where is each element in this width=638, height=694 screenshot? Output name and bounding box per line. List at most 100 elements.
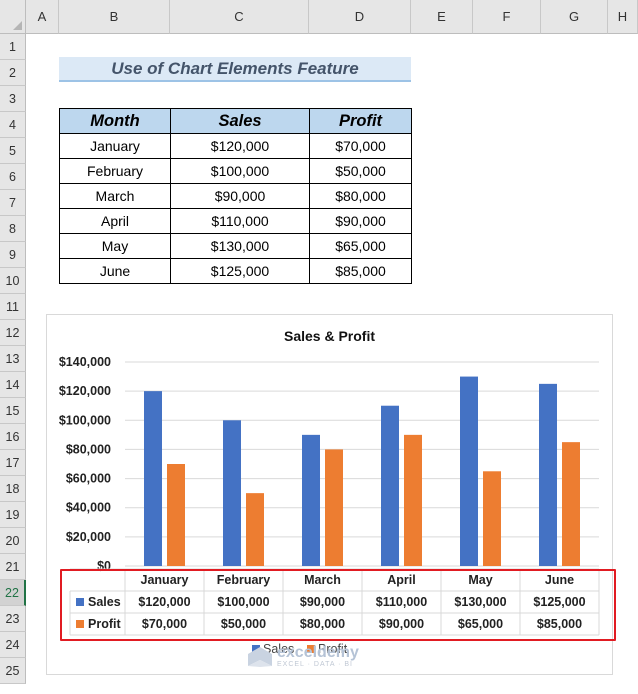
bar-profit[interactable]: [404, 434, 422, 566]
y-tick-label[interactable]: $80,000: [66, 442, 111, 456]
series-label[interactable]: Profit: [88, 617, 121, 631]
cell-month[interactable]: February: [59, 158, 171, 184]
data-table-value[interactable]: $110,000: [376, 595, 427, 609]
cell-profit[interactable]: $65,000: [309, 233, 412, 259]
bar-profit[interactable]: [246, 493, 264, 566]
bar-profit[interactable]: [562, 442, 580, 566]
cell-profit[interactable]: $90,000: [309, 208, 412, 234]
data-table-value[interactable]: $100,000: [217, 595, 269, 609]
sheet-title-cell[interactable]: Use of Chart Elements Feature: [59, 57, 411, 82]
row-header-24[interactable]: 24: [0, 632, 26, 658]
y-tick-label[interactable]: $120,000: [59, 384, 111, 398]
data-table-value[interactable]: $90,000: [379, 617, 424, 631]
cell-sales[interactable]: $130,000: [170, 233, 310, 259]
row-header-21[interactable]: 21: [0, 554, 26, 580]
bar-sales[interactable]: [539, 383, 557, 566]
row-header-10[interactable]: 10: [0, 268, 26, 294]
row-header-14[interactable]: 14: [0, 372, 26, 398]
bar-profit[interactable]: [325, 449, 343, 566]
data-table-value[interactable]: $120,000: [138, 595, 190, 609]
column-header-b[interactable]: B: [59, 0, 170, 34]
row-header-15[interactable]: 15: [0, 398, 26, 424]
row-header-23[interactable]: 23: [0, 606, 26, 632]
chart-title[interactable]: Sales & Profit: [283, 328, 376, 344]
cell-month[interactable]: June: [59, 258, 171, 284]
cell-profit[interactable]: $50,000: [309, 158, 412, 184]
row-header-8[interactable]: 8: [0, 216, 26, 242]
y-tick-label[interactable]: $100,000: [59, 413, 111, 427]
cell-month[interactable]: April: [59, 208, 171, 234]
chart-area[interactable]: Sales & Profit $0 $20,000 $40,000 $60,000 $8…: [46, 314, 613, 675]
category-label[interactable]: April: [387, 573, 415, 587]
cell-sales[interactable]: $120,000: [170, 133, 310, 159]
column-header-f[interactable]: F: [473, 0, 541, 34]
column-header-h[interactable]: H: [608, 0, 638, 34]
bar-sales[interactable]: [223, 420, 241, 566]
header-sales[interactable]: Sales: [170, 108, 310, 134]
column-header-c[interactable]: C: [170, 0, 309, 34]
bar-sales[interactable]: [460, 376, 478, 566]
row-header-18[interactable]: 18: [0, 476, 26, 502]
y-tick-label[interactable]: $40,000: [66, 501, 111, 515]
cell-profit[interactable]: $70,000: [309, 133, 412, 159]
legend-key-profit[interactable]: [76, 620, 84, 628]
data-table-value[interactable]: $70,000: [142, 617, 187, 631]
cell-profit[interactable]: $85,000: [309, 258, 412, 284]
header-month[interactable]: Month: [59, 108, 171, 134]
bar-sales[interactable]: [144, 391, 162, 566]
cell-sales[interactable]: $125,000: [170, 258, 310, 284]
y-tick-label[interactable]: $140,000: [59, 355, 111, 369]
y-tick-label[interactable]: $60,000: [66, 472, 111, 486]
header-profit[interactable]: Profit: [309, 108, 412, 134]
column-header-g[interactable]: G: [541, 0, 608, 34]
column-header-d[interactable]: D: [309, 0, 411, 34]
y-tick-label[interactable]: $20,000: [66, 530, 111, 544]
data-table-value[interactable]: $85,000: [537, 617, 582, 631]
bar-profit[interactable]: [483, 471, 501, 566]
row-header-2[interactable]: 2: [0, 60, 26, 86]
data-table-value[interactable]: $65,000: [458, 617, 503, 631]
column-header-e[interactable]: E: [411, 0, 473, 34]
category-label[interactable]: June: [545, 573, 574, 587]
row-header-13[interactable]: 13: [0, 346, 26, 372]
row-header-19[interactable]: 19: [0, 502, 26, 528]
row-header-20[interactable]: 20: [0, 528, 26, 554]
legend-label[interactable]: Sales: [263, 642, 294, 656]
series-label[interactable]: Sales: [88, 595, 121, 609]
row-header-7[interactable]: 7: [0, 190, 26, 216]
chart-plot[interactable]: $0$20,000$40,000$60,000$80,000$100,000$1…: [47, 315, 612, 674]
bar-sales[interactable]: [381, 405, 399, 566]
bar-profit[interactable]: [167, 464, 185, 566]
data-table-value[interactable]: $125,000: [533, 595, 585, 609]
bar-sales[interactable]: [302, 434, 320, 566]
select-all-corner[interactable]: [0, 0, 26, 34]
legend-swatch-profit[interactable]: [307, 645, 315, 653]
cell-sales[interactable]: $90,000: [170, 183, 310, 209]
data-table-value[interactable]: $50,000: [221, 617, 266, 631]
data-table-value[interactable]: $130,000: [454, 595, 506, 609]
cell-sales[interactable]: $100,000: [170, 158, 310, 184]
category-label[interactable]: January: [141, 573, 189, 587]
row-header-16[interactable]: 16: [0, 424, 26, 450]
row-header-5[interactable]: 5: [0, 138, 26, 164]
row-header-17[interactable]: 17: [0, 450, 26, 476]
data-table-value[interactable]: $80,000: [300, 617, 345, 631]
category-label[interactable]: February: [217, 573, 271, 587]
row-header-22[interactable]: 22: [0, 580, 26, 606]
row-header-9[interactable]: 9: [0, 242, 26, 268]
cell-profit[interactable]: $80,000: [309, 183, 412, 209]
data-table-value[interactable]: $90,000: [300, 595, 345, 609]
cell-month[interactable]: January: [59, 133, 171, 159]
row-header-1[interactable]: 1: [0, 34, 26, 60]
category-label[interactable]: March: [304, 573, 341, 587]
row-header-6[interactable]: 6: [0, 164, 26, 190]
cell-month[interactable]: March: [59, 183, 171, 209]
row-header-11[interactable]: 11: [0, 294, 26, 320]
row-header-25[interactable]: 25: [0, 658, 26, 684]
category-label[interactable]: May: [468, 573, 492, 587]
cell-month[interactable]: May: [59, 233, 171, 259]
row-header-12[interactable]: 12: [0, 320, 26, 346]
row-header-3[interactable]: 3: [0, 86, 26, 112]
cell-sales[interactable]: $110,000: [170, 208, 310, 234]
legend-label[interactable]: Profit: [318, 642, 348, 656]
